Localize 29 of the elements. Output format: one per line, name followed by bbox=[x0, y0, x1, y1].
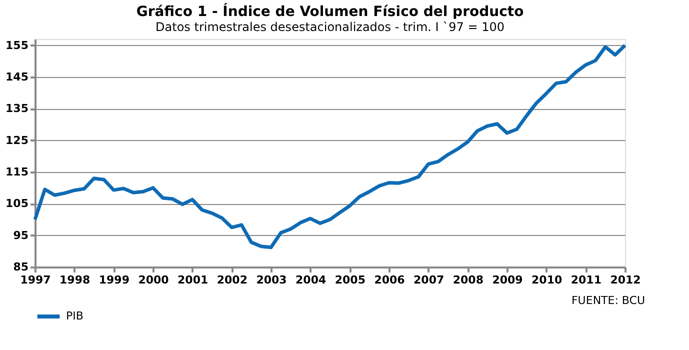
y-tick-label: 115 bbox=[6, 166, 28, 178]
legend-label: PIB bbox=[66, 310, 84, 322]
y-tick-label: 135 bbox=[6, 102, 28, 116]
x-tick-label: 2002 bbox=[216, 274, 248, 286]
x-tick-label: 2003 bbox=[256, 274, 287, 286]
x-tick-label: 2007 bbox=[414, 274, 444, 286]
x-tick-label: 1998 bbox=[60, 274, 90, 286]
x-tick-label: 2012 bbox=[610, 274, 641, 286]
x-tick-label: 2001 bbox=[178, 274, 208, 286]
x-tick-label: 2011 bbox=[570, 274, 602, 286]
x-tick-label: 2006 bbox=[374, 274, 406, 286]
y-tick-label: 125 bbox=[6, 134, 28, 147]
y-tick-label: 145 bbox=[6, 70, 28, 84]
x-tick-label: 1997 bbox=[20, 274, 51, 286]
line-series bbox=[33, 44, 627, 250]
x-tick-label: 1999 bbox=[98, 274, 130, 286]
y-tick-label: 95 bbox=[13, 228, 28, 242]
x-tick-label: 2009 bbox=[492, 274, 523, 286]
chart-subtitle: Datos trimestrales desestacionalizados - trim. I `97 = 100 bbox=[156, 20, 504, 34]
source-note: FUENTE: BCU bbox=[571, 294, 645, 307]
y-tick-label: 105 bbox=[6, 197, 28, 210]
x-tick-label: 2000 bbox=[138, 274, 170, 286]
x-tick-label: 2008 bbox=[452, 274, 484, 286]
x-tick-label: 2004 bbox=[296, 274, 326, 286]
chart-title: Gráfico 1 - Índice de Volumen Físico del producto bbox=[136, 3, 524, 20]
x-tick-label: 2005 bbox=[334, 274, 366, 286]
y-tick-label: 85 bbox=[13, 260, 28, 274]
x-tick-label: 2010 bbox=[532, 274, 562, 286]
y-tick-label: 155 bbox=[6, 38, 28, 52]
